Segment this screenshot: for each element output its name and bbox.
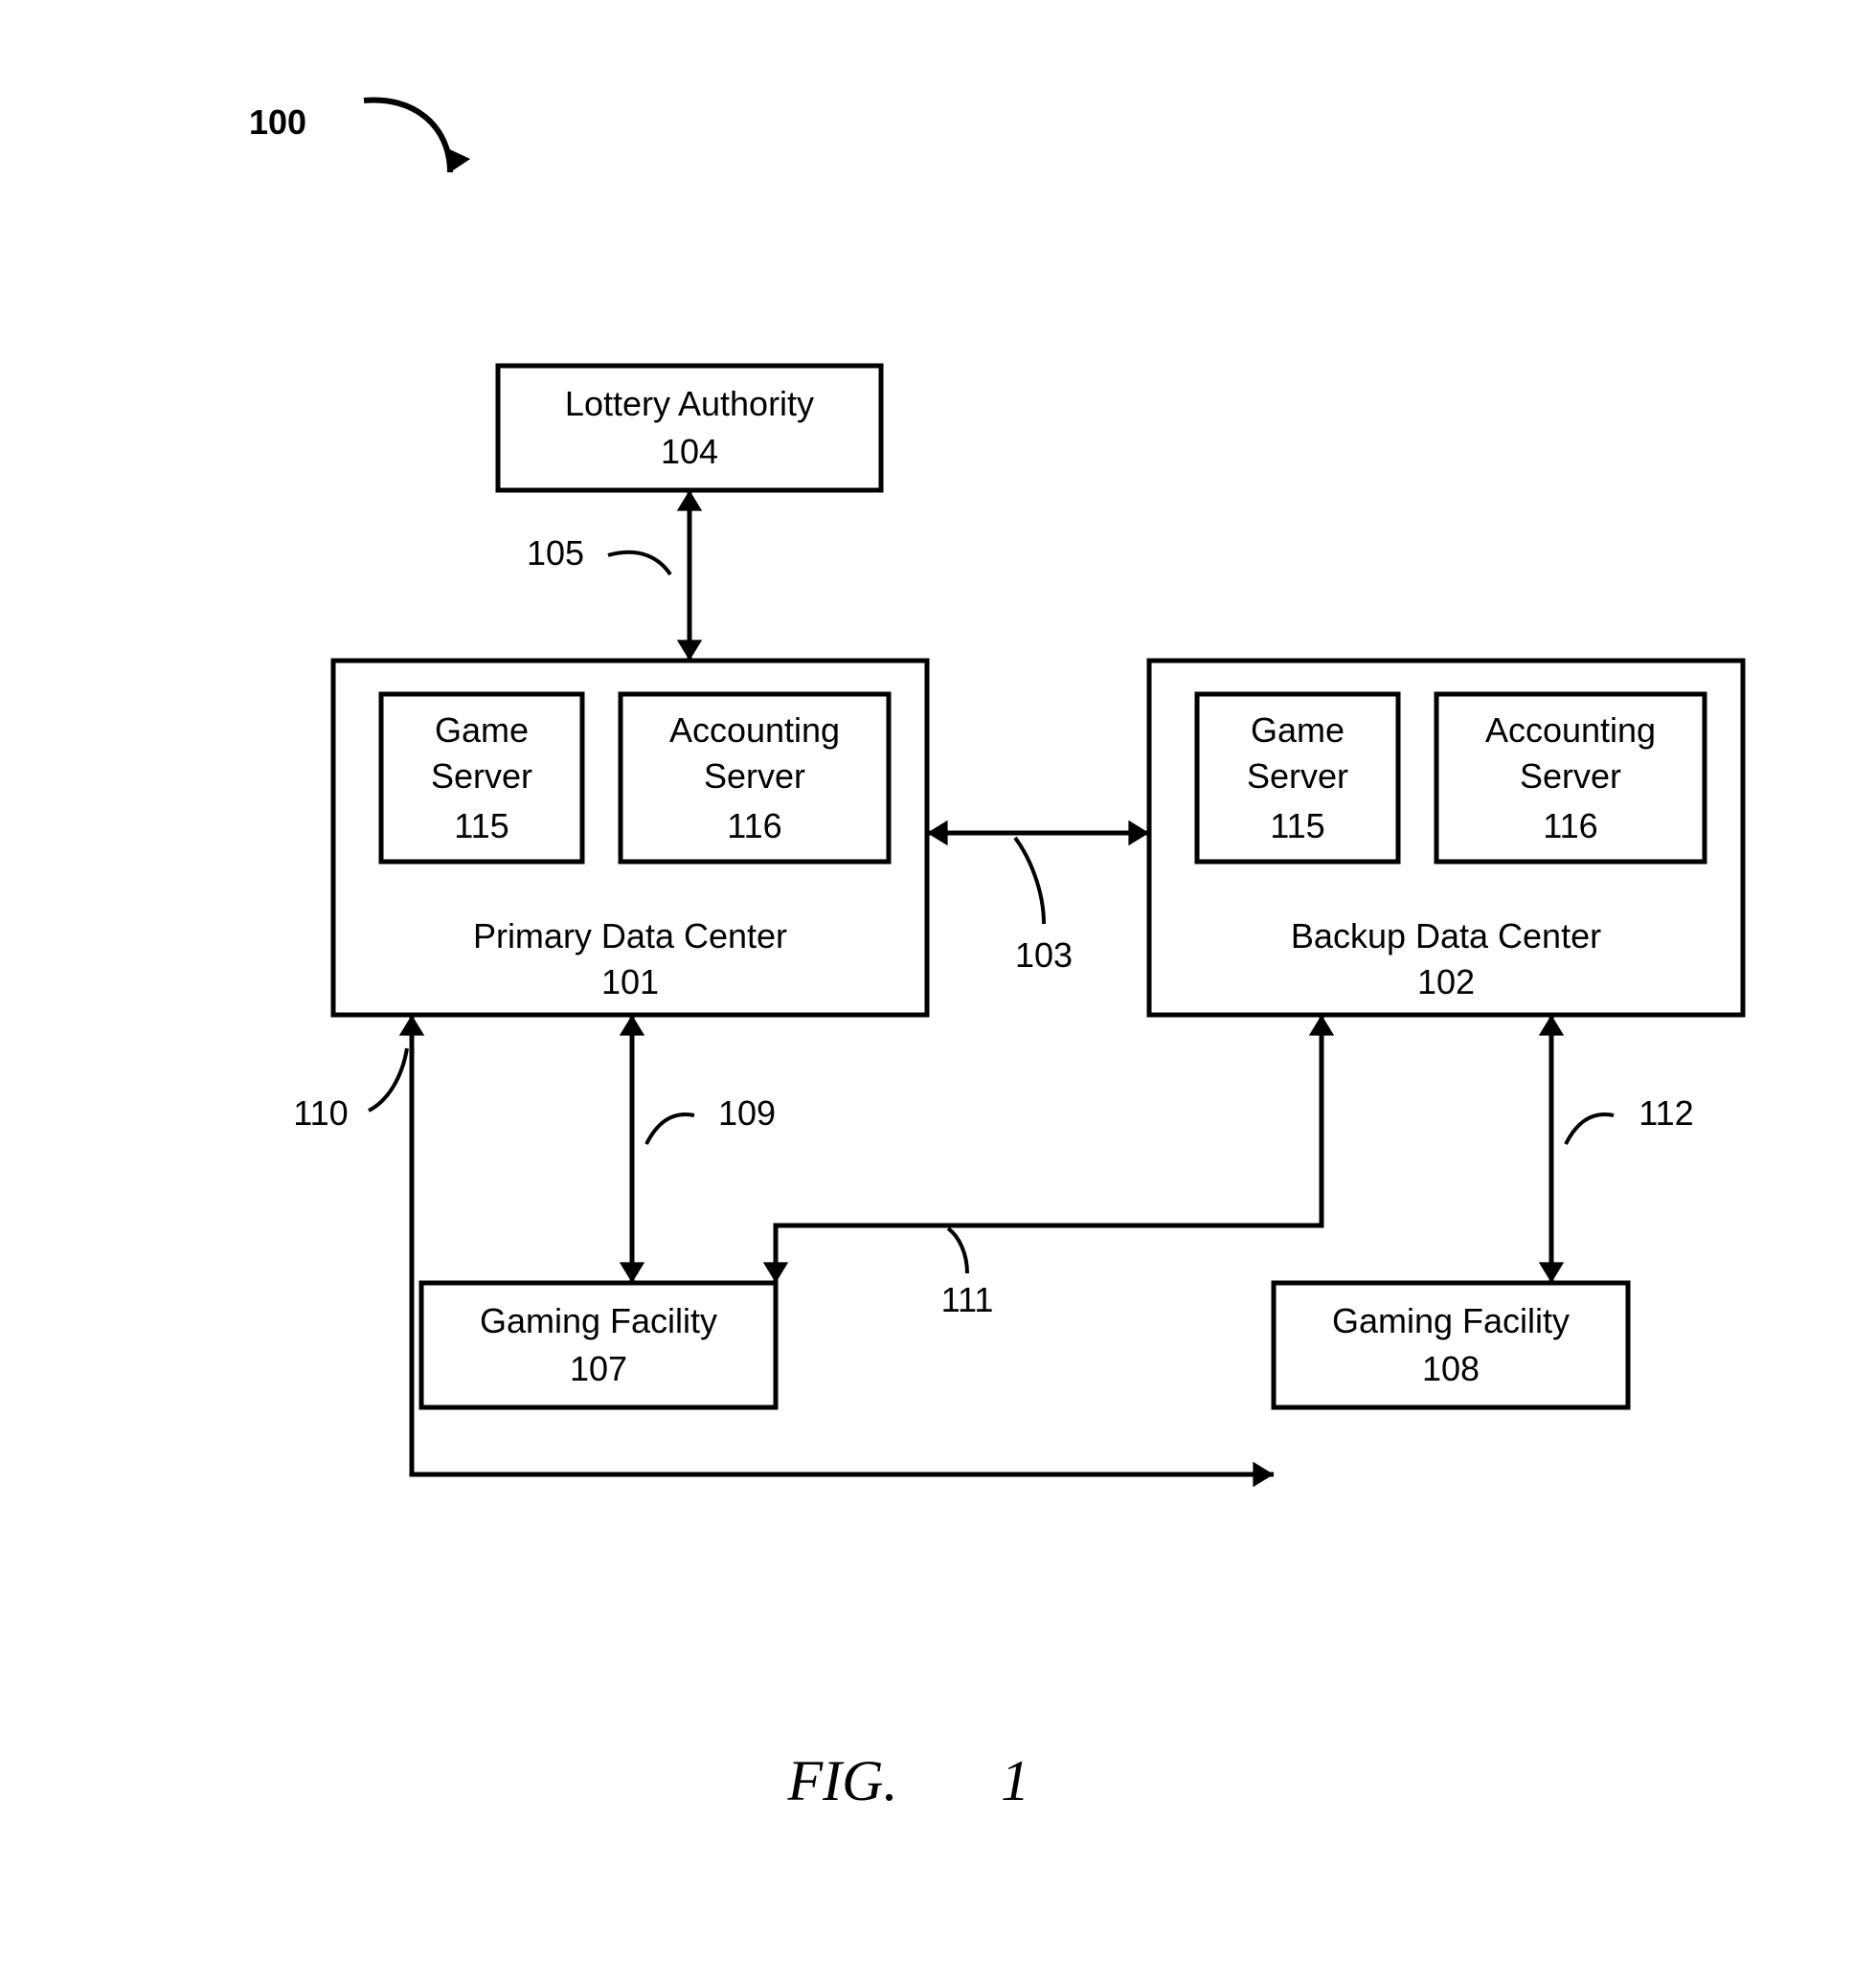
p_acct-label-0: Accounting: [669, 710, 840, 750]
gf108-label-1: 108: [1422, 1349, 1480, 1388]
p_game-label-0: Game: [435, 710, 529, 750]
ref-label-109: 109: [718, 1093, 776, 1133]
gf108-label-0: Gaming Facility: [1332, 1301, 1570, 1340]
ref-label-105: 105: [527, 533, 584, 573]
b_acct-label-2: 116: [1543, 806, 1597, 845]
system-ref-label: 100: [249, 102, 306, 142]
ref-hook-109: [646, 1114, 694, 1144]
lottery-label-1: 104: [661, 432, 718, 471]
backup-label-1: 102: [1417, 962, 1475, 1001]
primary-label-0: Primary Data Center: [473, 916, 787, 955]
p_acct-label-1: Server: [704, 756, 805, 796]
ref-label-103: 103: [1015, 935, 1073, 975]
figure-caption-fig: FIG.: [787, 1749, 898, 1812]
b_acct-label-0: Accounting: [1485, 710, 1656, 750]
b_game-label-1: Server: [1247, 756, 1348, 796]
gf107-label-0: Gaming Facility: [480, 1301, 717, 1340]
ref-label-110: 110: [293, 1093, 348, 1133]
ref-hook-105: [608, 552, 670, 574]
gf107-label-1: 107: [570, 1349, 627, 1388]
p_game-label-2: 115: [454, 806, 509, 845]
p_game-label-1: Server: [431, 756, 532, 796]
ref-hook-112: [1566, 1114, 1614, 1144]
p_acct-label-2: 116: [727, 806, 781, 845]
b_acct-label-1: Server: [1520, 756, 1621, 796]
primary-label-1: 101: [601, 962, 659, 1001]
b_game-label-0: Game: [1251, 710, 1345, 750]
connector-c111: [776, 1015, 1322, 1283]
lottery-label-0: Lottery Authority: [565, 384, 814, 423]
ref-label-111: 111: [941, 1280, 994, 1319]
b_game-label-2: 115: [1270, 806, 1324, 845]
ref-label-112: 112: [1639, 1093, 1693, 1133]
ref-hook-111: [948, 1228, 967, 1273]
ref-hook-110: [369, 1048, 407, 1111]
backup-label-0: Backup Data Center: [1291, 916, 1601, 955]
figure-caption-num: 1: [1001, 1749, 1029, 1812]
ref-hook-103: [1015, 838, 1044, 924]
system-ref-hook: [364, 100, 450, 172]
